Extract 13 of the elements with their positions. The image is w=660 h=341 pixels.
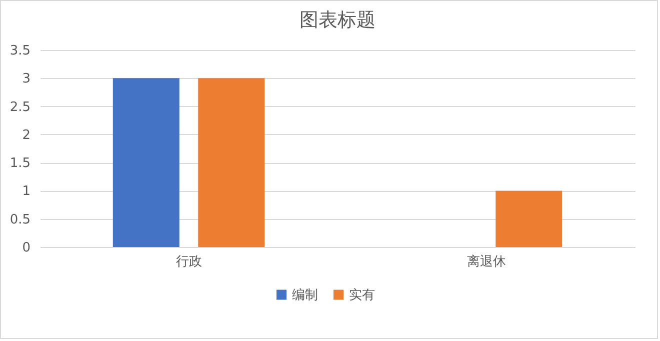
y-tick-label: 3.5 xyxy=(10,44,30,58)
x-tick-label: 离退休 xyxy=(466,254,506,270)
chart-title: 图表标题 xyxy=(300,9,376,31)
y-tick-label: 0 xyxy=(22,240,30,256)
y-tick-label: 1 xyxy=(22,184,30,200)
legend-label: 编制 xyxy=(292,288,318,303)
y-tick-label: 2 xyxy=(22,128,30,143)
y-tick-label: 2.5 xyxy=(10,100,30,115)
y-tick-label: 0.5 xyxy=(10,212,30,228)
x-tick-label: 行政 xyxy=(176,254,202,270)
legend-label: 实有 xyxy=(349,288,375,303)
y-tick-label: 1.5 xyxy=(10,156,30,172)
y-tick-label: 3 xyxy=(22,72,30,87)
